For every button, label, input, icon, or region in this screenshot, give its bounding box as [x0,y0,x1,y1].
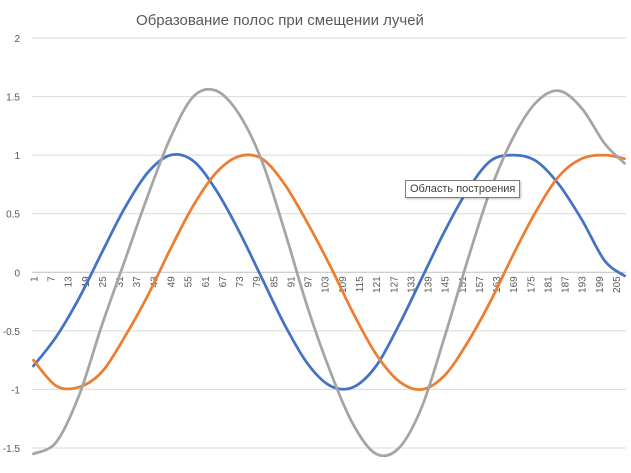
y-tick-label: -1 [11,385,20,396]
y-tick-label: 1 [14,151,20,162]
x-tick-label: 205 [612,276,623,293]
x-tick-label: 121 [372,276,383,293]
x-tick-label: 169 [509,276,520,293]
plot-area-tooltip: Область построения [405,180,521,198]
x-tick-label: 115 [355,276,366,292]
x-tick-label: 139 [424,276,435,293]
y-tick-label: 1.5 [6,93,20,104]
x-tick-label: 199 [595,276,606,293]
y-tick-label: 0.5 [6,210,20,221]
x-tick-label: 97 [304,276,315,288]
x-tick-label: 73 [235,276,246,288]
x-tick-label: 13 [64,276,75,288]
x-tick-label: 79 [252,276,263,288]
gridlines [32,37,626,449]
x-tick-label: 55 [184,276,195,288]
x-tick-label: 31 [115,276,126,288]
y-axis-tick-labels: -1.5 -1 -0.5 0 0.5 1 1.5 2 [3,34,21,455]
x-tick-label: 7 [47,276,58,282]
series-line-2 [32,153,626,391]
x-tick-label: 133 [406,276,417,293]
x-tick-label: 145 [441,276,452,293]
x-tick-label: 85 [269,276,280,288]
x-tick-label: 25 [98,276,109,288]
y-tick-label: 2 [14,34,20,45]
y-tick-label: 0 [14,268,20,279]
x-tick-label: 151 [458,276,469,293]
y-tick-label: -0.5 [3,327,21,338]
x-tick-label: 103 [321,276,332,293]
x-tick-label: 175 [526,276,537,293]
series-lines [32,87,626,458]
y-tick-label: -1.5 [3,444,21,455]
x-tick-label: 109 [338,276,349,293]
x-tick-label: 193 [578,276,589,293]
chart-title: Образование полос при смещении лучей [136,12,424,29]
x-tick-label: 157 [475,276,486,293]
x-tick-label: 49 [167,276,178,288]
series-line-3 [32,87,626,458]
x-tick-label: 61 [201,276,212,288]
x-tick-label: 67 [218,276,229,288]
x-tick-label: 91 [286,276,297,288]
x-tick-label: 37 [132,276,143,288]
x-tick-label: 1 [29,276,40,282]
x-tick-label: 127 [389,276,400,293]
x-tick-label: 187 [561,276,572,293]
series-line-1 [32,153,626,391]
x-tick-label: 181 [543,276,554,293]
x-axis-tick-labels: 1 7 13 19 25 31 37 43 49 55 61 67 73 79 85 91 97 103 109 11… [29,276,623,293]
